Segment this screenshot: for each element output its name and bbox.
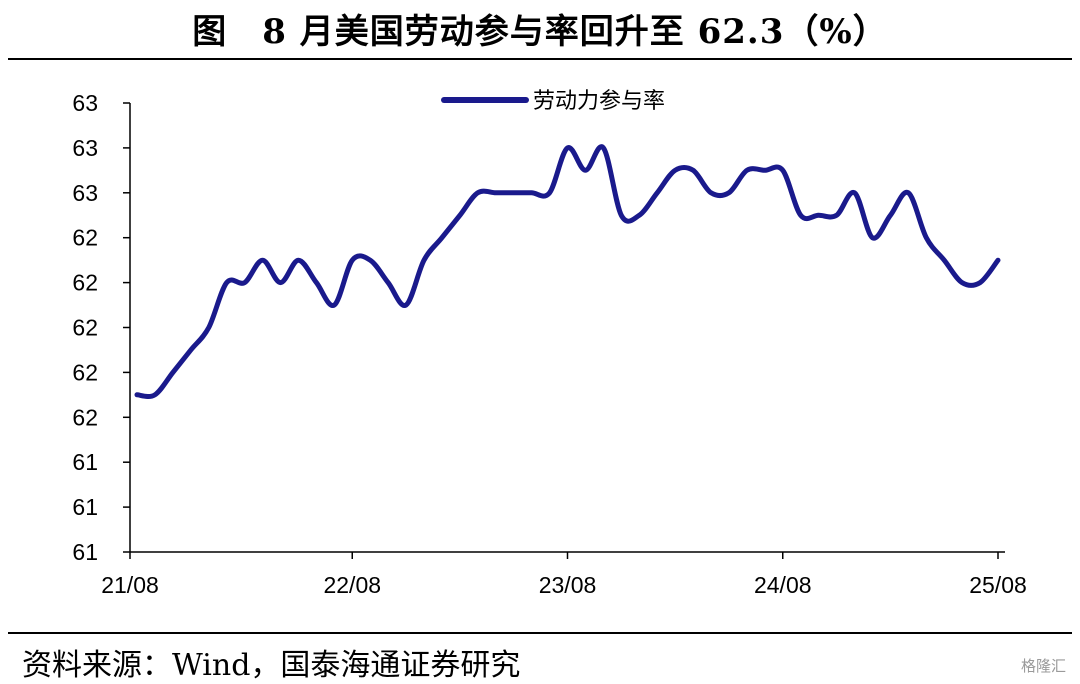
x-tick-label: 25/08: [969, 572, 1027, 598]
x-tick-label: 23/08: [539, 572, 597, 598]
y-axis-ticks: 63 63 63 62 62 62 62 62 61 61 61: [72, 90, 130, 565]
y-tick-label: 61: [72, 539, 98, 565]
y-tick-label: 61: [72, 449, 98, 475]
y-tick-label: 62: [72, 315, 98, 341]
chart-title: 图 8 月美国劳动参与率回升至 62.3（%）: [192, 12, 888, 52]
x-tick-label: 22/08: [323, 572, 381, 598]
y-tick-label: 62: [72, 404, 98, 430]
y-tick-label: 62: [72, 270, 98, 296]
y-tick-label: 61: [72, 494, 98, 520]
source-note: 资料来源：Wind，国泰海通证券研究: [22, 648, 521, 683]
legend: 劳动力参与率: [441, 88, 665, 113]
x-tick-label: 21/08: [101, 572, 159, 598]
y-tick-label: 63: [72, 135, 98, 161]
y-tick-label: 62: [72, 359, 98, 385]
y-tick-label: 63: [72, 180, 98, 206]
y-tick-label: 63: [72, 90, 98, 116]
watermark: 格隆汇: [1020, 657, 1066, 675]
legend-label: 劳动力参与率: [533, 88, 665, 113]
x-axis-ticks: 21/08 22/08 23/08 24/08 25/08: [101, 552, 1027, 598]
series-line-labor-participation: [134, 144, 1001, 399]
chart-axes: [129, 103, 1005, 553]
y-tick-label: 62: [72, 225, 98, 251]
source-divider: [8, 632, 1072, 634]
x-tick-label: 24/08: [754, 572, 812, 598]
series-layer: [134, 144, 1001, 399]
title-divider: [8, 58, 1072, 60]
